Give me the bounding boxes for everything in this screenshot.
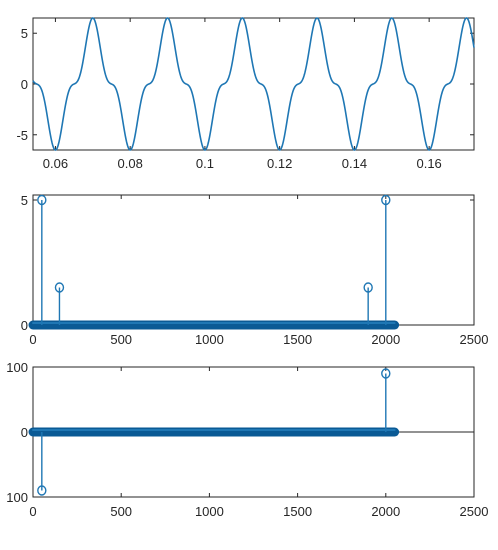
stem-marker bbox=[37, 485, 47, 496]
stem-marker bbox=[363, 282, 373, 293]
stem-marker bbox=[381, 194, 391, 206]
x-tick-label: 1000 bbox=[195, 504, 224, 519]
y-tick-label: 100 bbox=[6, 360, 28, 375]
x-tick-label: 1500 bbox=[283, 504, 312, 519]
y-tick-label: 0 bbox=[21, 77, 28, 92]
y-tick-label: 0 bbox=[21, 318, 28, 333]
x-tick-label: 2500 bbox=[460, 504, 489, 519]
y-tick-label: 100 bbox=[6, 490, 28, 505]
x-tick-label: 0.1 bbox=[196, 156, 214, 171]
x-tick-label: 0.08 bbox=[118, 156, 143, 171]
y-tick-label: 5 bbox=[21, 26, 28, 41]
y-tick-label: 5 bbox=[21, 193, 28, 208]
x-tick-label: 0 bbox=[29, 504, 36, 519]
x-tick-label: 500 bbox=[110, 332, 132, 347]
x-tick-label: 1000 bbox=[195, 332, 224, 347]
stem-marker bbox=[381, 368, 391, 379]
stem-marker bbox=[37, 194, 47, 206]
x-tick-label: 0.12 bbox=[267, 156, 292, 171]
x-tick-label: 500 bbox=[110, 504, 132, 519]
axes-box bbox=[32, 194, 475, 326]
signal-line bbox=[32, 17, 475, 151]
chart-panel-2: 0 500 1000 1500 2000 2500 0 5 bbox=[21, 193, 489, 347]
axes-box bbox=[32, 17, 475, 151]
x-tick-label: 1500 bbox=[283, 332, 312, 347]
y-tick-label: 0 bbox=[21, 425, 28, 440]
x-tick-label: 0.16 bbox=[416, 156, 441, 171]
x-tick-label: 2500 bbox=[460, 332, 489, 347]
x-tick-label: 0 bbox=[29, 332, 36, 347]
x-tick-label: 2000 bbox=[371, 332, 400, 347]
y-tick-label: -5 bbox=[16, 128, 28, 143]
x-tick-label: 0.06 bbox=[43, 156, 68, 171]
chart-panel-1: 0.06 0.08 0.1 0.12 0.14 0.16 5 0 -5 bbox=[16, 17, 475, 171]
x-tick-label: 2000 bbox=[371, 504, 400, 519]
stem-marker bbox=[54, 282, 65, 293]
x-tick-label: 0.14 bbox=[342, 156, 367, 171]
